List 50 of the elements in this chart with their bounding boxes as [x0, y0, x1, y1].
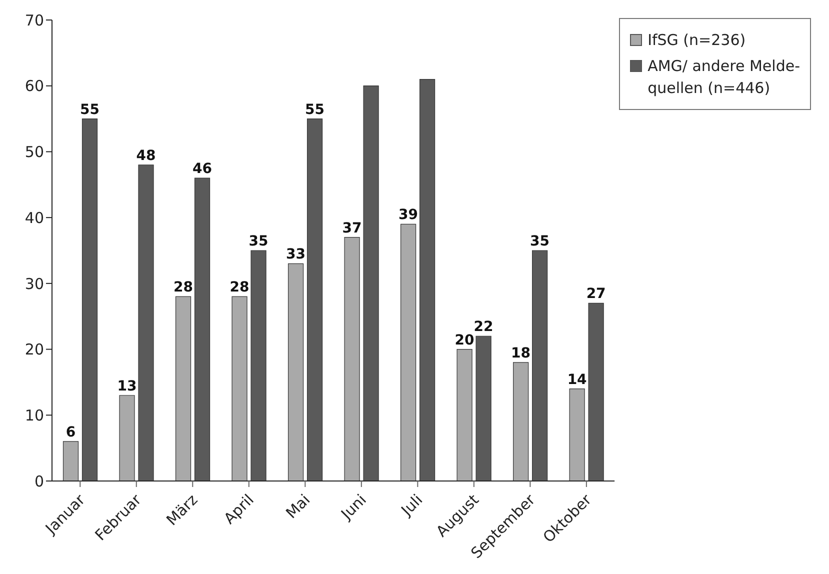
bar	[363, 86, 379, 481]
y-tick-label: 20	[24, 340, 44, 359]
data-label: 20	[454, 332, 475, 348]
data-label: 18	[511, 345, 531, 362]
bar	[250, 250, 266, 481]
data-label: 35	[530, 234, 550, 250]
y-tick-label: 0	[34, 472, 44, 490]
data-label: 46	[192, 161, 212, 178]
bar	[532, 250, 548, 481]
bar	[476, 336, 492, 481]
y-tick-label: 70	[24, 11, 44, 30]
bar	[119, 395, 135, 481]
y-tick-label: 40	[24, 208, 44, 227]
data-label: 22	[474, 319, 494, 336]
bar	[62, 441, 79, 481]
bar	[194, 178, 210, 481]
data-label: 28	[174, 280, 194, 296]
data-label: 55	[80, 102, 100, 118]
data-label: 14	[567, 372, 588, 388]
bar	[419, 78, 436, 481]
y-tick-label: 60	[24, 77, 44, 96]
x-tick-label: Mai	[282, 490, 314, 522]
bar	[306, 118, 323, 481]
bar	[138, 164, 154, 481]
bar	[588, 302, 604, 481]
bar	[175, 296, 192, 481]
bar	[400, 224, 416, 481]
y-tick-label: 10	[24, 406, 44, 424]
data-label: 27	[586, 286, 606, 302]
bar	[456, 348, 472, 481]
legend-label: IfSG (n=236)	[648, 30, 746, 51]
bar	[288, 263, 304, 481]
data-label: 55	[305, 102, 325, 118]
data-label: 39	[398, 207, 418, 224]
data-label: 37	[342, 220, 362, 236]
data-label: 33	[286, 246, 306, 263]
y-tick-label: 50	[24, 143, 44, 162]
data-label: 48	[136, 148, 156, 164]
data-label: 13	[117, 378, 137, 394]
bar	[569, 388, 585, 481]
x-tick-label: Juli	[396, 490, 426, 520]
bar	[513, 362, 529, 481]
bar	[232, 296, 248, 481]
data-label: 28	[230, 280, 250, 296]
data-label: 6	[66, 424, 76, 440]
legend-label: AMG/ andere Melde- quellen (n=446)	[648, 56, 800, 99]
y-tick-label: 30	[24, 274, 44, 293]
data-label: 35	[248, 234, 268, 250]
bar	[82, 118, 98, 481]
bar	[344, 237, 360, 481]
